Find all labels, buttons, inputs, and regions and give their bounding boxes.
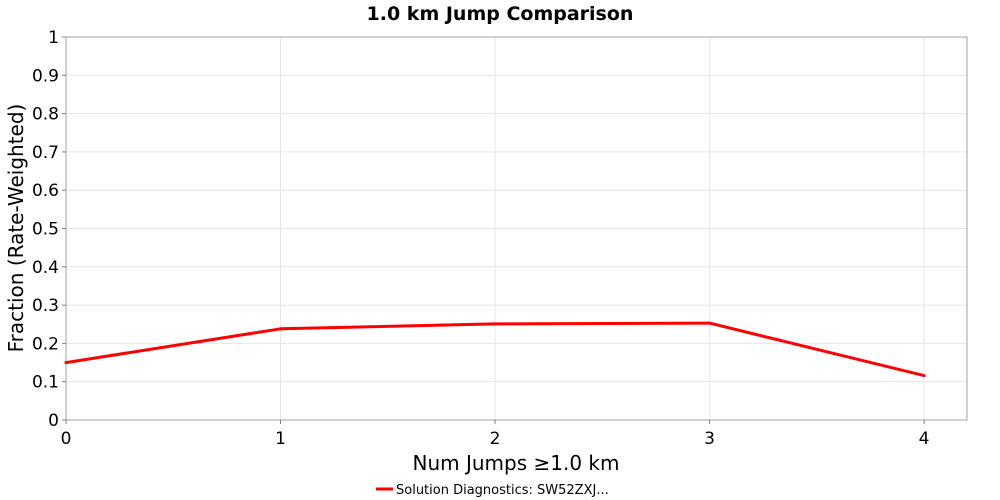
data-point — [279, 327, 283, 331]
grid — [66, 37, 967, 420]
legend: Solution Diagnostics: SW52ZXJ... — [376, 483, 609, 498]
y-axis-title: Fraction (Rate-Weighted) — [4, 104, 28, 353]
data-point — [493, 322, 497, 326]
x-tick-label: 4 — [919, 429, 930, 449]
x-tick-label: 2 — [490, 429, 501, 449]
data-point — [922, 374, 926, 378]
y-axis: 0 0.1 0.2 0.3 0.4 0.5 0.6 0.7 0.8 0.9 1 — [32, 28, 66, 431]
y-tick-label: 0.2 — [32, 334, 59, 354]
y-tick-label: 0.6 — [32, 181, 59, 201]
x-tick-label: 1 — [275, 429, 286, 449]
y-tick-label: 0.9 — [32, 66, 59, 86]
y-tick-label: 0.5 — [32, 220, 59, 240]
y-tick-label: 0 — [48, 411, 59, 431]
y-tick-label: 0.8 — [32, 105, 59, 125]
y-tick-label: 1 — [48, 28, 59, 48]
chart-title: 1.0 km Jump Comparison — [367, 3, 634, 25]
data-point — [708, 321, 712, 325]
data-point — [64, 361, 68, 365]
legend-label: Solution Diagnostics: SW52ZXJ... — [396, 483, 609, 498]
x-axis: 0 1 2 3 4 — [61, 420, 930, 449]
y-tick-label: 0.4 — [32, 258, 59, 278]
series-layer — [64, 321, 926, 378]
x-tick-label: 0 — [61, 429, 72, 449]
x-axis-title: Num Jumps ≥1.0 km — [413, 451, 620, 475]
y-tick-label: 0.3 — [32, 296, 59, 316]
y-tick-label: 0.7 — [32, 143, 59, 163]
x-tick-label: 3 — [704, 429, 715, 449]
y-tick-label: 0.1 — [32, 373, 59, 393]
